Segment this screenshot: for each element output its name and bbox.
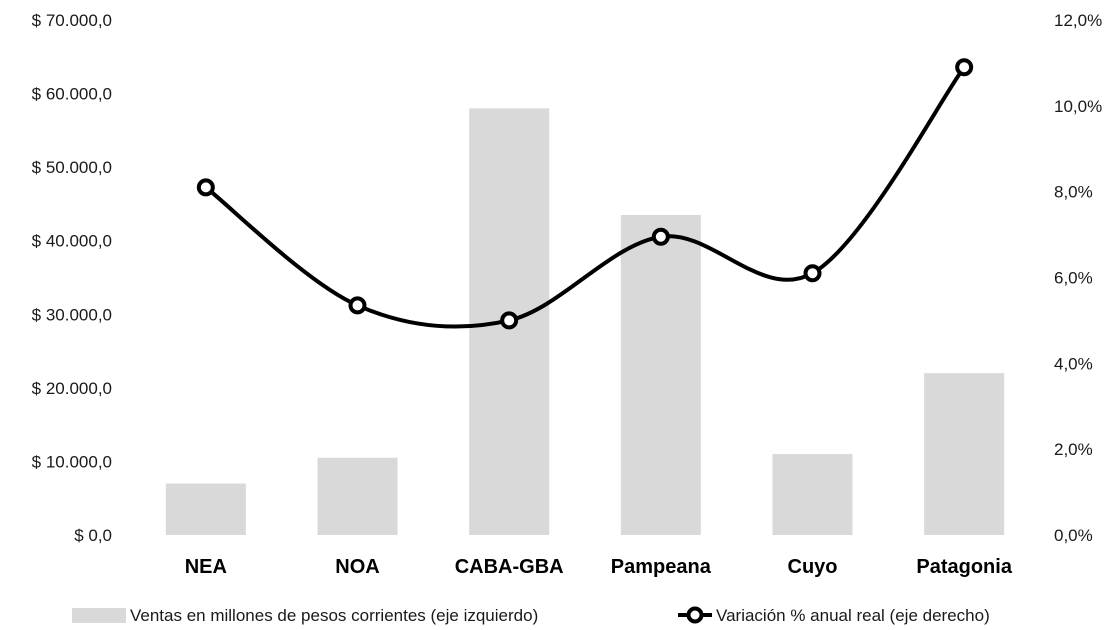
bar-series [165,108,1005,536]
right-tick-label: 6,0% [1054,269,1093,288]
left-tick-label: $ 30.000,0 [32,305,112,324]
legend: Ventas en millones de pesos corrientes (… [72,606,990,625]
bar [620,214,701,535]
category-label: Cuyo [788,556,838,578]
left-axis-ticks: $ 0,0 $ 10.000,0 $ 20.000,0 $ 30.000,0 $ 40.… [32,11,112,545]
line-path [204,66,966,329]
right-tick-label: 2,0% [1054,440,1093,459]
left-tick-label: $ 0,0 [74,526,112,545]
category-label: NOA [335,556,379,578]
line-marker [651,227,670,246]
category-label: Patagonia [916,556,1012,578]
left-tick-label: $ 20.000,0 [32,379,112,398]
line-marker [196,178,215,197]
legend-line-marker [686,606,704,624]
left-tick-label: $ 70.000,0 [32,11,112,30]
left-tick-label: $ 50.000,0 [32,158,112,177]
bar [317,457,398,535]
right-tick-label: 4,0% [1054,354,1093,373]
right-tick-label: 12,0% [1054,11,1102,30]
legend-line-label: Variación % anual real (eje derecho) [716,606,990,625]
right-tick-label: 0,0% [1054,526,1093,545]
line-series [196,58,974,330]
line-marker [803,264,822,283]
category-label: CABA-GBA [455,556,564,578]
bar [924,373,1005,535]
legend-bar-swatch [72,608,126,623]
left-tick-label: $ 60.000,0 [32,85,112,104]
left-tick-label: $ 40.000,0 [32,232,112,251]
right-tick-label: 8,0% [1054,183,1093,202]
right-axis-ticks: 0,0% 2,0% 4,0% 6,0% 8,0% 10,0% 12,0% [1054,11,1102,545]
line-marker [348,296,367,315]
left-tick-label: $ 10.000,0 [32,452,112,471]
category-labels: NEA NOA CABA-GBA Pampeana Cuyo Patagonia [185,556,1013,578]
bar [772,454,853,535]
right-tick-label: 10,0% [1054,97,1102,116]
line-marker [955,58,974,77]
category-label: NEA [185,556,227,578]
bar [165,483,246,535]
legend-bar-label: Ventas en millones de pesos corrientes (… [130,606,538,625]
category-label: Pampeana [611,556,712,578]
line-marker [500,311,519,330]
